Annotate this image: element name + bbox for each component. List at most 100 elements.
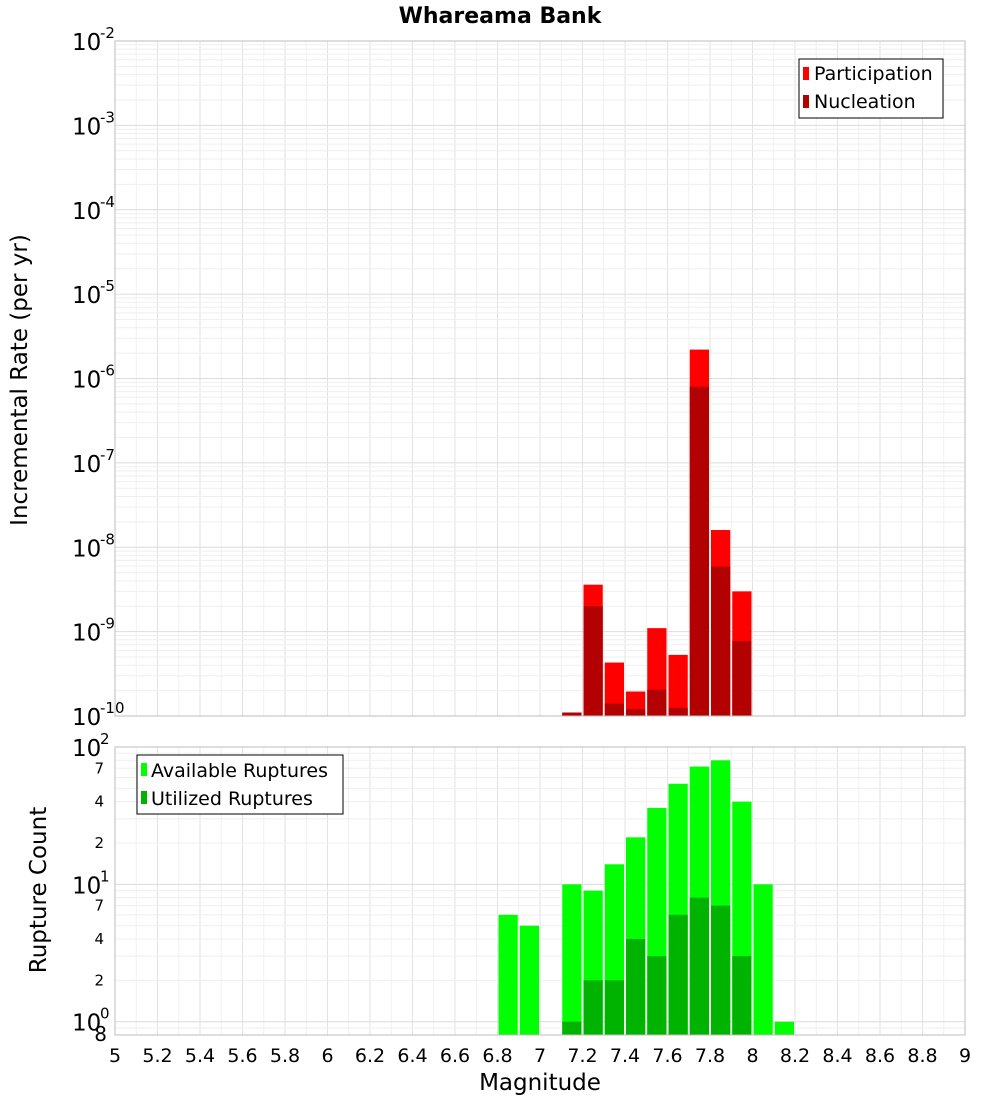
bottom-plot-frame — [114, 746, 966, 1036]
x-tick-label: 7 — [534, 1045, 546, 1067]
y-tick-label: 10 — [72, 283, 101, 309]
bar-utilized-ruptures — [668, 914, 688, 1035]
y-tick-label: 10 — [72, 452, 101, 478]
x-tick-label: 6 — [321, 1045, 333, 1067]
x-axis-title: Magnitude — [479, 1070, 601, 1096]
legend-swatch-utilized-ruptures — [141, 791, 147, 804]
top-plot-frame — [114, 40, 966, 717]
x-tick-label: 8 — [746, 1045, 758, 1067]
bar-utilized-ruptures — [711, 905, 731, 1035]
bar-available-ruptures — [562, 884, 582, 1035]
y-tick-label: 10 — [72, 705, 101, 731]
bar-utilized-ruptures — [583, 980, 603, 1035]
bottom-y-axis-title: Rupture Count — [26, 807, 52, 973]
x-tick-label: 6.2 — [355, 1045, 385, 1067]
bar-nucleation — [604, 703, 624, 716]
y-tick-exponent: -4 — [100, 193, 115, 211]
legend-label-participation: Participation — [814, 63, 933, 85]
y-tick-exponent: 2 — [100, 730, 110, 748]
x-tick-label: 7.2 — [567, 1045, 597, 1067]
x-tick-label: 9 — [959, 1045, 971, 1067]
top-plot-bars — [562, 349, 752, 716]
x-tick-label: 5.8 — [270, 1045, 300, 1067]
legend-swatch-participation — [803, 67, 809, 80]
bar-participation — [604, 662, 624, 716]
y-tick-exponent: -3 — [100, 108, 115, 126]
y-tick-exponent: -7 — [100, 446, 115, 464]
y-tick-exponent: -5 — [100, 277, 115, 295]
chart-title: Whareama Bank — [399, 4, 603, 29]
bar-utilized-ruptures — [689, 897, 709, 1035]
bar-nucleation — [668, 707, 688, 716]
x-tick-label: 6.6 — [440, 1045, 470, 1067]
x-tick-label: 8.2 — [780, 1045, 810, 1067]
bar-utilized-ruptures — [626, 939, 646, 1035]
x-tick-label: 5.2 — [142, 1045, 172, 1067]
y-tick-label: 10 — [72, 736, 101, 762]
bottom-plot-bars — [498, 760, 794, 1035]
y-tick-minor-label: 2 — [94, 834, 104, 852]
x-tick-labels: 5 5.2 5.4 5.6 5.8 6 6.2 6.4 6.6 6.8 7 7.2 7.4 7.6 7.8 8… — [109, 1045, 971, 1067]
bar-nucleation — [626, 709, 646, 716]
x-tick-label: 5 — [109, 1045, 121, 1067]
x-tick-label: 8.6 — [865, 1045, 895, 1067]
top-legend-box — [798, 58, 944, 119]
y-tick-label: 10 — [72, 621, 101, 647]
bar-utilized-ruptures — [732, 956, 752, 1035]
y-tick-minor-label: 4 — [94, 930, 104, 948]
x-tick-label: 5.4 — [185, 1045, 215, 1067]
bottom-legend: Available Ruptures Utilized Ruptures — [136, 754, 344, 815]
y-tick-exponent: -10 — [100, 699, 125, 717]
x-tick-label: 7.8 — [695, 1045, 725, 1067]
bar-utilized-ruptures — [647, 956, 667, 1035]
y-tick-label: 10 — [72, 1011, 101, 1037]
bar-nucleation — [711, 566, 731, 716]
y-tick-label: 10 — [72, 873, 101, 899]
legend-swatch-available-ruptures — [141, 763, 147, 776]
bar-nucleation — [689, 386, 709, 716]
y-tick-label: 10 — [72, 536, 101, 562]
bar-nucleation — [562, 712, 582, 716]
y-tick-minor-label: 7 — [94, 897, 104, 915]
legend-label-available-ruptures: Available Ruptures — [151, 760, 328, 782]
bar-available-ruptures — [498, 914, 518, 1035]
legend-label-utilized-ruptures: Utilized Ruptures — [151, 788, 313, 810]
x-tick-label: 8.8 — [907, 1045, 937, 1067]
x-tick-label: 5.6 — [227, 1045, 257, 1067]
y-tick-label: 10 — [72, 114, 101, 140]
x-tick-label: 6.8 — [482, 1045, 512, 1067]
y-tick-label: 10 — [72, 368, 101, 394]
legend-label-nucleation: Nucleation — [814, 91, 916, 113]
bar-utilized-ruptures — [562, 1021, 582, 1035]
top-y-axis-title: Incremental Rate (per yr) — [7, 234, 33, 526]
y-tick-minor-label: 4 — [94, 793, 104, 811]
bar-participation — [668, 654, 688, 716]
y-tick-minor-label: 7 — [94, 759, 104, 777]
bar-nucleation — [732, 641, 752, 716]
y-tick-exponent: 1 — [100, 867, 110, 885]
y-tick-exponent: -6 — [100, 362, 115, 380]
x-tick-label: 7.4 — [610, 1045, 640, 1067]
bar-available-ruptures — [519, 925, 539, 1035]
bar-utilized-ruptures — [604, 980, 624, 1035]
top-legend: Participation Nucleation — [798, 58, 944, 119]
bar-nucleation — [583, 606, 603, 716]
y-tick-label: 10 — [72, 199, 101, 225]
y-tick-minor-label: 2 — [94, 971, 104, 989]
x-tick-label: 8.4 — [822, 1045, 852, 1067]
top-plot-grid — [114, 40, 966, 717]
y-tick-minor-label: 8 — [94, 1022, 107, 1046]
x-tick-label: 6.4 — [397, 1045, 427, 1067]
y-tick-exponent: -9 — [100, 615, 115, 633]
bar-nucleation — [647, 689, 667, 716]
bar-available-ruptures — [753, 884, 773, 1035]
y-tick-label: 10 — [72, 30, 101, 56]
bar-available-ruptures — [774, 1021, 794, 1035]
y-tick-exponent: -2 — [100, 24, 115, 42]
y-tick-exponent: -8 — [100, 530, 115, 548]
bottom-legend-box — [136, 754, 344, 815]
